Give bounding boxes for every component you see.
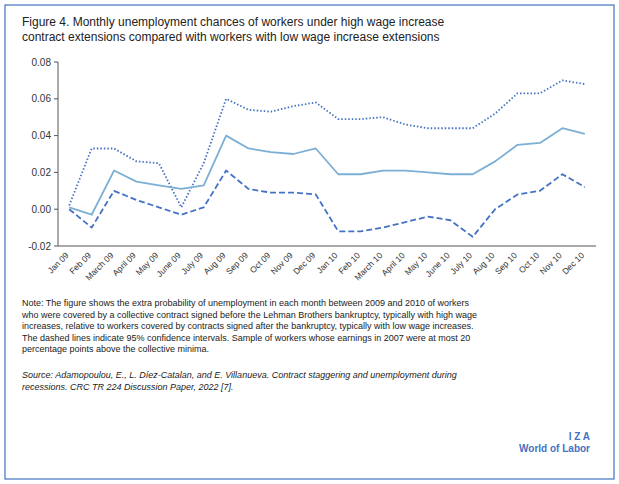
series-line: [69, 80, 585, 207]
x-axis: [58, 246, 596, 247]
x-tick-label: Sep 09: [224, 250, 250, 276]
x-tick-label: Jan 09: [45, 250, 70, 275]
x-tick-label: Sep 10: [493, 250, 519, 276]
series-line: [69, 171, 585, 237]
x-tick-label: April 09: [110, 250, 138, 278]
x-tick-label: Nov 09: [269, 250, 295, 276]
x-tick-label: Aug 09: [201, 250, 227, 276]
title: Figure 4. Monthly unemployment chances o…: [22, 15, 445, 44]
frame: [5, 5, 614, 479]
x-tick-label: June 09: [154, 250, 183, 279]
axes: -0.020.000.020.040.060.08Jan 09Feb 09Mar…: [28, 57, 596, 283]
x-tick-label: June 10: [423, 250, 452, 279]
y-axis: [58, 62, 59, 246]
y-tick: [54, 209, 58, 210]
y-tick-label: -0.02: [28, 241, 51, 252]
y-tick-label: 0.00: [32, 204, 52, 215]
y-tick-label: 0.08: [32, 57, 52, 68]
note: Note: The figure shows the extra probabi…: [21, 298, 477, 354]
lines: [69, 80, 585, 236]
chart: Figure 4. Monthly unemployment chances o…: [0, 0, 619, 484]
x-tick-label: Oct 09: [248, 250, 273, 275]
x-tick-label: Dec 10: [560, 250, 586, 276]
y-tick-label: 0.06: [32, 93, 52, 104]
x-tick-label: Aug 10: [470, 250, 496, 276]
y-tick: [54, 172, 58, 173]
y-tick: [54, 246, 58, 247]
y-tick: [54, 135, 58, 136]
y-tick-label: 0.02: [32, 167, 52, 178]
x-tick-label: July 09: [179, 250, 205, 276]
source: Source: Adamopoulou, E., L. Díez-Catalan…: [22, 370, 457, 392]
x-tick-label: Jan 10: [314, 250, 339, 275]
y-tick-label: 0.04: [32, 130, 52, 141]
x-tick-label: March 09: [83, 250, 115, 282]
x-tick-label: Dec 09: [291, 250, 317, 276]
background: [0, 0, 619, 484]
y-tick: [54, 62, 58, 63]
x-tick-label: Nov 10: [538, 250, 564, 276]
x-tick-label: March 10: [352, 250, 384, 282]
x-tick-label: April 10: [379, 250, 407, 278]
footer: I Z AWorld of Labor: [519, 431, 590, 454]
x-tick-label: Oct 10: [517, 250, 542, 275]
x-tick-label: July 10: [448, 250, 474, 276]
y-tick: [54, 98, 58, 99]
